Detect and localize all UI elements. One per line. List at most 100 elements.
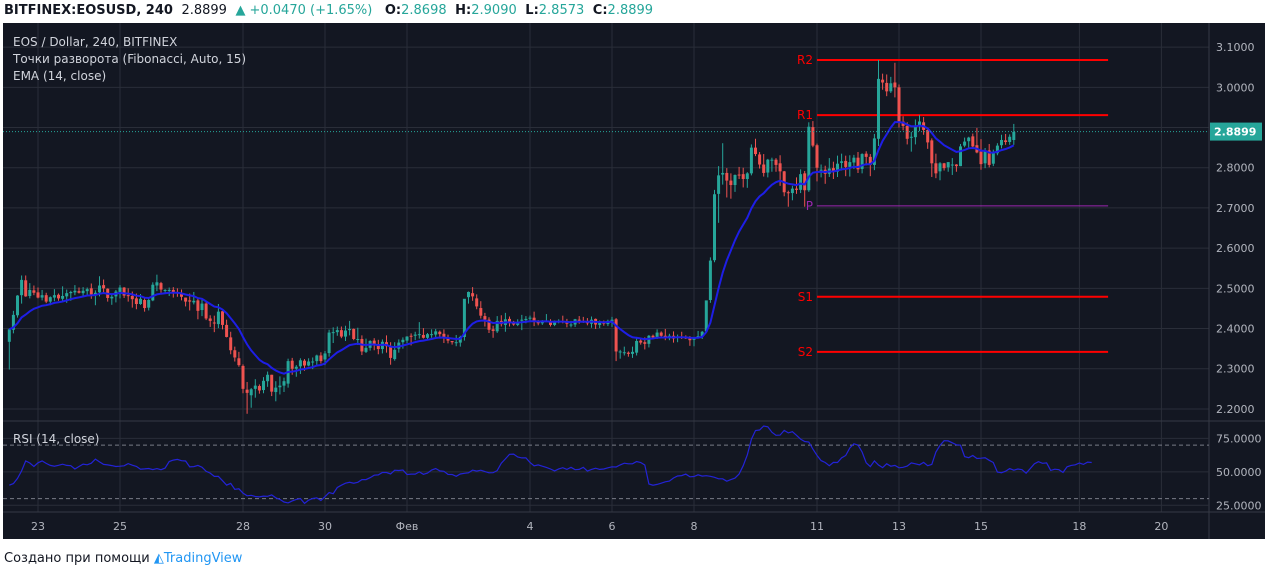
candle: [77, 287, 81, 294]
candle: [393, 342, 397, 361]
candle-body: [704, 300, 708, 332]
candle-body: [200, 303, 204, 311]
candle-body: [520, 319, 524, 321]
legend-ema: EMA (14, close): [13, 69, 106, 83]
pivot-label-r1: R1: [797, 108, 813, 122]
candle-body: [848, 162, 852, 167]
last-price: 2.8899: [181, 3, 227, 18]
candle-body: [991, 152, 995, 164]
candle-body: [307, 361, 311, 366]
candle-body: [963, 141, 967, 146]
candle-body: [918, 121, 921, 126]
price-tick-label: 2.7000: [1216, 202, 1255, 215]
candle-body: [737, 174, 741, 176]
candle-body: [89, 288, 93, 295]
price-tick-label: 3.1000: [1216, 41, 1255, 54]
candle-body: [196, 300, 200, 311]
candle-body: [987, 150, 991, 165]
candle-body: [110, 296, 114, 299]
candle: [225, 319, 229, 338]
candle-body: [163, 289, 167, 291]
candle-body: [364, 347, 368, 352]
rsi-tick-label: 50.0000: [1216, 466, 1262, 479]
candle: [155, 274, 159, 292]
candle-body: [48, 297, 52, 302]
candle-body: [889, 83, 893, 92]
candle-body: [20, 279, 24, 296]
candle-body: [467, 291, 470, 298]
candle-body: [237, 358, 241, 366]
last-price-badge: [1210, 122, 1262, 141]
candle: [626, 351, 630, 357]
x-tick-label: 20: [1154, 520, 1168, 533]
candle-body: [749, 147, 753, 174]
candle-body: [655, 332, 659, 338]
candle-body: [40, 295, 44, 298]
candle-body: [11, 314, 15, 330]
chart-canvas[interactable]: R2 R1 P S1 S2 23 25 28 30 Фев 4 6 8 11 13 15 18 20 3.1000…: [0, 22, 1269, 549]
price-tick-label: 2.2000: [1216, 403, 1255, 416]
tradingview-logo-icon[interactable]: ◭: [153, 551, 164, 566]
candles: [7, 59, 1016, 414]
candle-body: [807, 126, 811, 191]
candle: [487, 317, 491, 333]
candle-body: [229, 337, 233, 351]
tradingview-link[interactable]: TradingView: [163, 551, 243, 566]
candle: [622, 346, 626, 356]
candle: [749, 144, 753, 176]
candle: [942, 162, 946, 171]
candle-body: [139, 298, 142, 305]
x-tick-label: Фев: [396, 520, 419, 533]
candle-body: [184, 297, 188, 302]
symbol-label[interactable]: BITFINEX:EOSUSD, 240: [4, 3, 173, 18]
candle-body: [294, 366, 298, 369]
candle-body: [708, 260, 712, 300]
candle-body: [413, 334, 417, 336]
candle-body: [339, 330, 343, 337]
candle-body: [803, 173, 807, 191]
candle-body: [303, 360, 306, 366]
grid: [3, 23, 1265, 539]
candle-body: [618, 351, 622, 353]
x-tick-label: 18: [1072, 520, 1086, 533]
candle-body: [323, 353, 327, 360]
candle-body: [844, 160, 848, 167]
x-tick-label: 4: [527, 520, 534, 533]
candle: [24, 275, 28, 297]
candle: [491, 325, 495, 338]
candle-body: [790, 188, 794, 194]
candle-body: [7, 329, 11, 342]
candle-body: [401, 339, 405, 343]
candle: [741, 167, 745, 188]
candle: [315, 354, 319, 366]
candle: [143, 297, 147, 312]
candle-body: [417, 334, 421, 336]
candle: [897, 84, 901, 128]
candle-body: [700, 331, 704, 337]
candle-body: [495, 320, 499, 332]
change-value: ▲ +0.0470 (+1.65%): [235, 3, 376, 18]
candle: [725, 168, 729, 198]
candle: [44, 292, 48, 304]
candle: [979, 139, 983, 170]
candle: [221, 310, 224, 330]
open-value: 2.8698: [401, 3, 447, 18]
candle: [930, 138, 934, 177]
candle: [618, 349, 622, 359]
candle: [946, 162, 950, 172]
x-tick-label: 23: [31, 520, 45, 533]
candle-body: [766, 159, 770, 173]
candle: [335, 326, 339, 336]
candle: [454, 334, 458, 347]
candle-body: [811, 127, 815, 146]
candle: [52, 289, 56, 302]
candle-body: [216, 311, 220, 325]
candle: [208, 315, 212, 327]
candle-body: [81, 290, 85, 294]
candle: [417, 322, 421, 339]
candle: [327, 329, 331, 357]
candle-body: [840, 161, 844, 163]
price-tick-label: 2.5000: [1216, 282, 1255, 295]
candle: [909, 131, 913, 152]
chart-background: [3, 23, 1265, 539]
